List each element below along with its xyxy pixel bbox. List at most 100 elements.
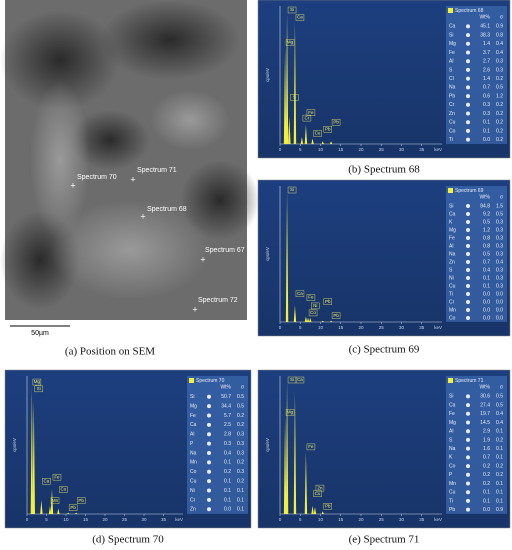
x-axis-label: keV bbox=[434, 517, 442, 522]
x-tick-label: 25 bbox=[379, 517, 385, 522]
peak-label: Pb bbox=[78, 498, 84, 503]
peak bbox=[285, 381, 289, 514]
icon bbox=[466, 308, 470, 312]
element: Na bbox=[449, 85, 456, 91]
sem-image bbox=[0, 0, 260, 320]
sigma: 0.0 bbox=[496, 315, 503, 321]
element: Mn bbox=[190, 460, 197, 466]
wt: 0.3 bbox=[224, 441, 231, 447]
icon bbox=[207, 413, 211, 418]
icon bbox=[207, 394, 211, 399]
peak bbox=[321, 141, 324, 144]
icon bbox=[466, 236, 470, 240]
wt: 0.7 bbox=[483, 85, 490, 91]
x-axis-label: keV bbox=[175, 517, 183, 522]
peak-label-box bbox=[323, 503, 332, 510]
icon bbox=[466, 120, 470, 125]
element: Cu bbox=[449, 490, 456, 496]
x-tick-label: 10 bbox=[318, 517, 324, 522]
icon bbox=[466, 464, 470, 469]
sigma: 0.2 bbox=[496, 137, 503, 143]
peak bbox=[329, 320, 333, 322]
peak-label-box bbox=[287, 6, 297, 14]
element: S bbox=[449, 437, 453, 443]
peak-label-box bbox=[313, 490, 322, 497]
table-bg bbox=[187, 376, 248, 514]
peak bbox=[293, 22, 297, 145]
icon bbox=[466, 455, 470, 460]
peak bbox=[50, 489, 54, 514]
peak-label: Ca bbox=[297, 15, 303, 20]
x-tick-label: 30 bbox=[141, 517, 147, 522]
peak-label-box bbox=[295, 290, 305, 297]
wt: 0.1 bbox=[483, 283, 490, 289]
peak bbox=[313, 507, 317, 514]
icon bbox=[466, 228, 470, 232]
sigma: 0.3 bbox=[496, 275, 503, 281]
icon bbox=[466, 260, 470, 264]
element: Al bbox=[449, 243, 453, 249]
wt: 0.0 bbox=[483, 315, 490, 321]
peak bbox=[57, 508, 60, 514]
x-tick-label: 20 bbox=[102, 517, 108, 522]
x-tick-label: 15 bbox=[338, 147, 344, 152]
x-tick-label: 30 bbox=[399, 147, 405, 152]
peak-label: Pb bbox=[333, 119, 339, 124]
wt: 0.1 bbox=[483, 128, 490, 134]
wt: 0.2 bbox=[483, 472, 490, 478]
sigma: 0.2 bbox=[496, 120, 503, 126]
header: Wt% bbox=[479, 14, 490, 20]
wt: 0.2 bbox=[483, 481, 490, 487]
peak bbox=[304, 124, 308, 144]
legend-text: Spectrum 68 bbox=[455, 8, 484, 14]
sigma: 0.2 bbox=[496, 472, 503, 478]
element: K bbox=[449, 455, 453, 461]
wt: 34.4 bbox=[221, 403, 231, 409]
icon bbox=[466, 76, 470, 81]
sigma: 1.2 bbox=[496, 93, 503, 99]
sigma: 0.2 bbox=[496, 76, 503, 82]
legend-text: Spectrum 70 bbox=[196, 378, 225, 384]
sigma: 0.1 bbox=[496, 446, 503, 452]
wt: 0.3 bbox=[483, 102, 490, 108]
element: Zn bbox=[190, 507, 196, 513]
x-tick-label: 0 bbox=[279, 147, 282, 152]
legend-swatch bbox=[189, 378, 194, 383]
peak-label: Cu bbox=[60, 487, 66, 492]
peak-label: Mg bbox=[287, 410, 294, 415]
peak-label: Pb bbox=[325, 126, 331, 131]
peak-label-box bbox=[287, 186, 297, 194]
x-tick-label: 25 bbox=[379, 325, 385, 330]
x-tick-label: 10 bbox=[63, 517, 69, 522]
sigma: 0.3 bbox=[496, 267, 503, 273]
element: Mg bbox=[449, 41, 456, 47]
peak-label-box bbox=[323, 126, 332, 133]
x-tick-label: 20 bbox=[358, 325, 364, 330]
icon bbox=[466, 204, 470, 208]
sigma: 0.3 bbox=[496, 59, 503, 65]
icon bbox=[207, 432, 211, 437]
y-axis-label: cps/eV bbox=[12, 438, 17, 452]
icon bbox=[466, 403, 470, 408]
sigma: 0.3 bbox=[237, 469, 244, 475]
element: Zn bbox=[449, 111, 455, 117]
scale-label: 50µm bbox=[31, 330, 49, 337]
marker: + bbox=[130, 174, 135, 184]
wt: 0.1 bbox=[224, 478, 231, 484]
table-bg bbox=[446, 376, 507, 514]
icon bbox=[466, 437, 470, 442]
wt: 0.5 bbox=[483, 251, 490, 257]
sigma: 0.9 bbox=[496, 24, 503, 30]
peak bbox=[293, 305, 297, 322]
peak-label-box bbox=[59, 486, 68, 493]
wt: 0.2 bbox=[483, 463, 490, 469]
sigma: 0.3 bbox=[237, 441, 244, 447]
peak-label: Cu bbox=[315, 131, 321, 136]
element: Na bbox=[190, 450, 197, 456]
icon bbox=[466, 252, 470, 256]
peak-label: Ca bbox=[297, 291, 303, 296]
sigma: 0.5 bbox=[237, 403, 244, 409]
icon bbox=[466, 59, 470, 64]
wt: 2.5 bbox=[224, 422, 231, 428]
sigma: 0.2 bbox=[237, 413, 244, 419]
